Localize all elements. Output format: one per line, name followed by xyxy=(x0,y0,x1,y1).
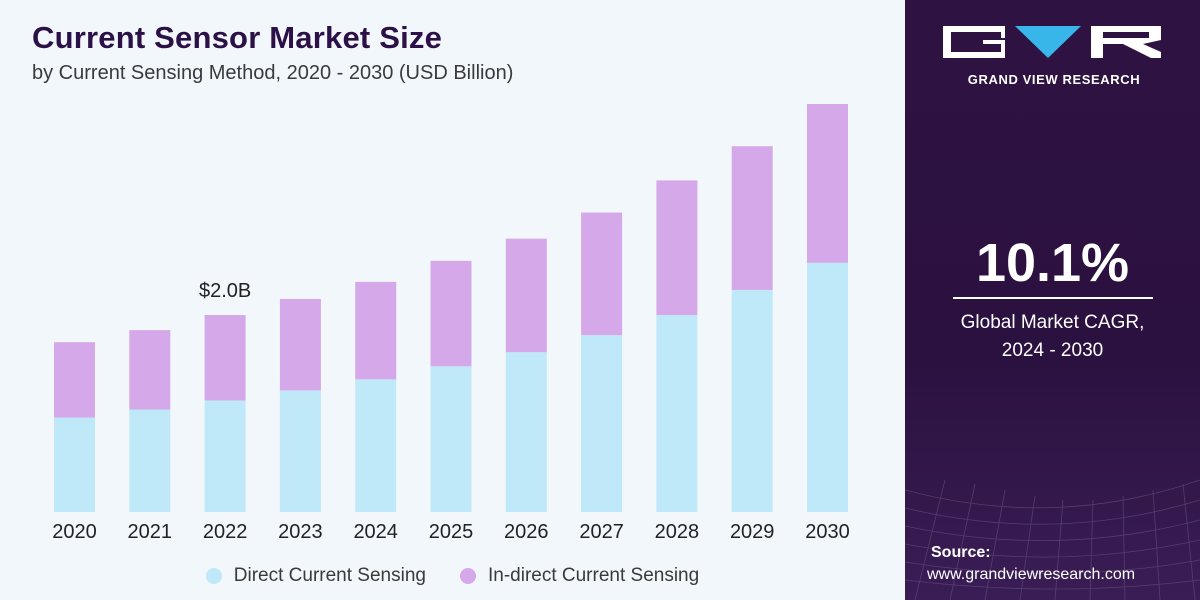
x-tick-label-2029: 2029 xyxy=(730,521,775,543)
bar-indirect-2020 xyxy=(54,342,95,418)
bar-indirect-2024 xyxy=(355,281,397,380)
legend-item-indirect: In-direct Current Sensing xyxy=(459,565,700,587)
bar-direct-2025 xyxy=(430,366,472,512)
cagr-divider xyxy=(953,297,1153,299)
x-tick-label-2026: 2026 xyxy=(504,521,549,543)
bar-direct-2021 xyxy=(129,409,171,512)
legend-item-direct: Direct Current Sensing xyxy=(205,565,426,587)
chart-subtitle: by Current Sensing Method, 2020 - 2030 (… xyxy=(32,62,514,84)
x-tick-label-2022: 2022 xyxy=(203,521,248,543)
bar-indirect-2027 xyxy=(581,212,623,336)
x-tick-label-2025: 2025 xyxy=(429,521,474,543)
bar-indirect-2029 xyxy=(731,146,773,290)
grand-view-research-logo xyxy=(943,26,1161,58)
bar-indirect-2023 xyxy=(279,298,321,391)
chart-legend: Direct Current Sensing In-direct Current… xyxy=(0,562,905,590)
bar-direct-2030 xyxy=(807,262,848,512)
x-tick-label-2021: 2021 xyxy=(128,521,173,543)
source-label: Source: xyxy=(931,544,991,561)
bar-direct-2026 xyxy=(505,352,547,512)
data-label-2022: $2.0B xyxy=(199,280,251,302)
bar-indirect-2025 xyxy=(430,260,472,367)
brand-name: GRAND VIEW RESEARCH xyxy=(967,72,1141,87)
stacked-bar-chart: 2020 2021 $2.0B 2022 2023 2024 2025 2026 2027 202… xyxy=(52,104,850,543)
bar-direct-2020 xyxy=(54,417,95,512)
bar-indirect-2022 xyxy=(204,315,246,401)
decorative-grid-graphic xyxy=(905,479,1200,600)
chart-title: Current Sensor Market Size xyxy=(32,20,443,55)
bar-indirect-2028 xyxy=(656,180,698,316)
cagr-label-line1: Global Market CAGR, xyxy=(960,312,1145,333)
bar-indirect-2026 xyxy=(505,238,547,353)
x-tick-label-2024: 2024 xyxy=(353,521,398,543)
chart-panel: Current Sensor Market Size by Current Se… xyxy=(0,20,905,590)
x-tick-label-2027: 2027 xyxy=(579,521,624,543)
x-tick-label-2020: 2020 xyxy=(52,521,97,543)
bar-direct-2029 xyxy=(731,289,773,512)
bar-direct-2024 xyxy=(355,379,397,512)
cagr-label-line2: 2024 - 2030 xyxy=(1001,340,1104,361)
bar-direct-2022 xyxy=(204,400,246,512)
x-tick-label-2028: 2028 xyxy=(655,521,700,543)
bar-direct-2028 xyxy=(656,315,698,512)
legend-swatch-indirect xyxy=(459,568,476,584)
source-url[interactable]: www.grandviewresearch.com xyxy=(927,566,1136,583)
legend-label-direct: Direct Current Sensing xyxy=(233,565,426,586)
legend-label-indirect: In-direct Current Sensing xyxy=(487,565,700,586)
bar-indirect-2030 xyxy=(807,104,848,263)
sidebar-panel: GRAND VIEW RESEARCH 10.1% Global Market … xyxy=(905,0,1200,600)
cagr-value: 10.1% xyxy=(975,233,1130,293)
bar-direct-2023 xyxy=(279,390,321,512)
bar-indirect-2021 xyxy=(129,330,171,410)
bar-direct-2027 xyxy=(581,335,623,512)
x-tick-label-2023: 2023 xyxy=(278,521,323,543)
x-tick-label-2030: 2030 xyxy=(805,521,850,543)
legend-swatch-direct xyxy=(205,568,222,584)
cagr-label: Global Market CAGR, 2024 - 2030 xyxy=(905,309,1200,365)
